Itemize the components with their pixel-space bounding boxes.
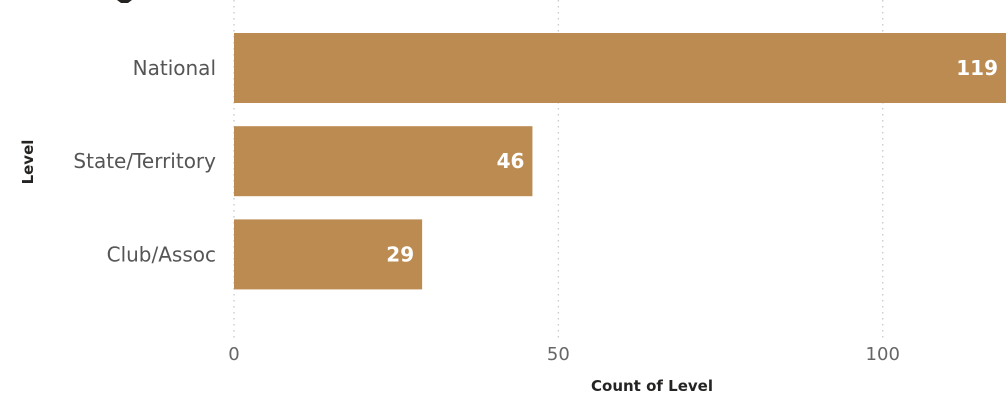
category-label: Club/Assoc	[107, 242, 216, 266]
x-tick-label: 0	[228, 344, 239, 365]
x-tick-label: 100	[866, 344, 900, 365]
bars	[234, 33, 1006, 290]
x-axis-title: Count of Level	[591, 377, 713, 395]
data-label: 29	[386, 242, 414, 266]
data-labels: 119 46 29	[386, 56, 998, 266]
bar-0[interactable]	[234, 33, 1006, 103]
category-label: State/Territory	[73, 149, 216, 173]
x-tick-labels: 0 50 100	[228, 344, 900, 365]
category-labels: National State/Territory Club/Assoc	[73, 56, 216, 266]
x-tick-label: 50	[547, 344, 570, 365]
y-axis-title: Level	[19, 140, 37, 185]
bar-2[interactable]	[234, 219, 423, 290]
cutoff-title-fragment	[117, 0, 132, 3]
bar-1[interactable]	[234, 126, 533, 197]
category-label: National	[133, 56, 216, 80]
data-label: 46	[497, 149, 525, 173]
data-label: 119	[956, 56, 998, 80]
